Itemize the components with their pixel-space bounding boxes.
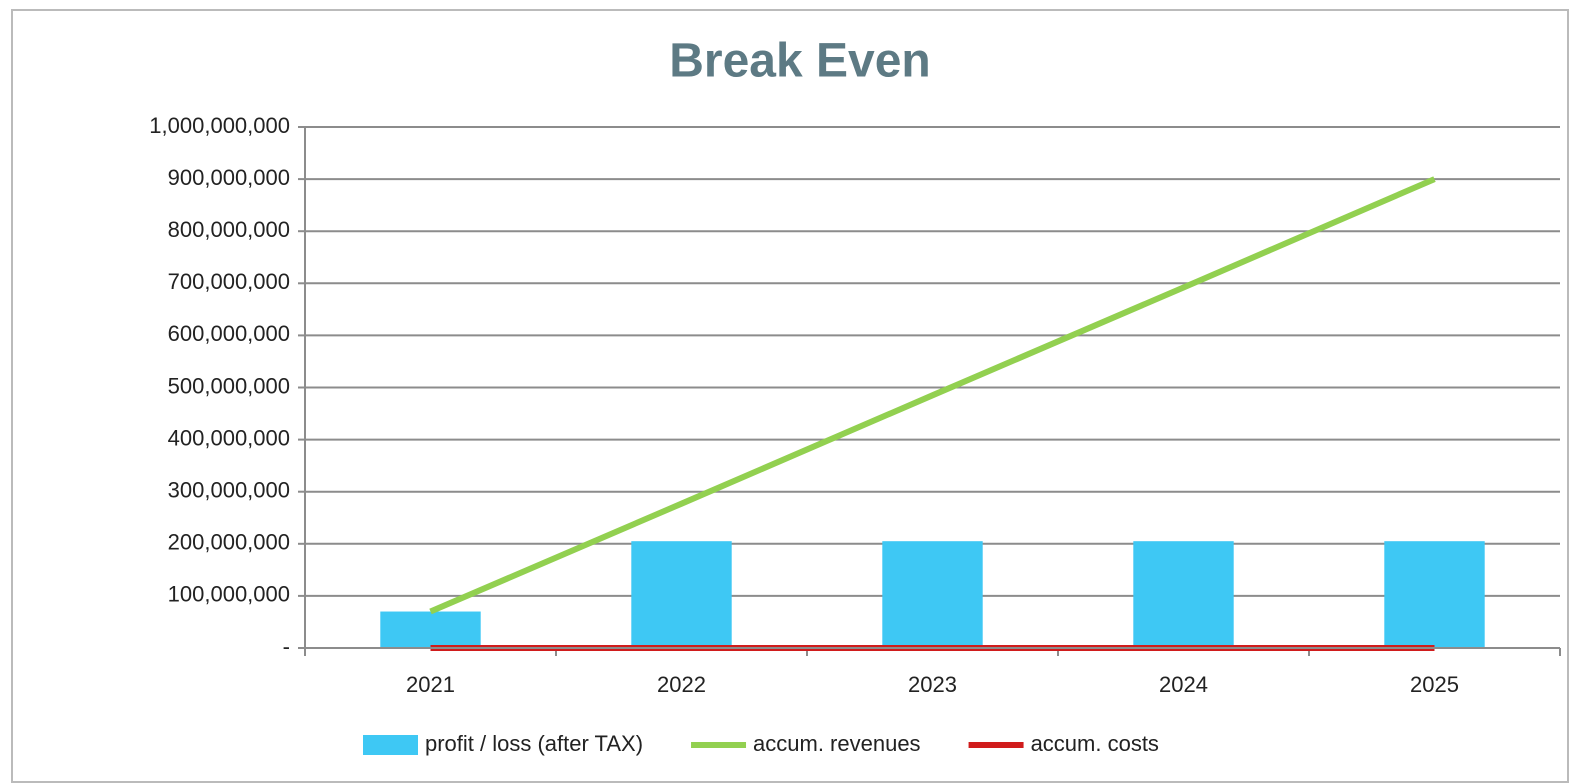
y-tick-label: 1,000,000,000 [149, 113, 290, 138]
legend-label: profit / loss (after TAX) [425, 731, 643, 756]
y-tick-label: 400,000,000 [168, 425, 290, 450]
y-tick-label: 700,000,000 [168, 269, 290, 294]
legend-swatch [363, 735, 418, 755]
y-tick-label: 900,000,000 [168, 165, 290, 190]
y-tick-label: 800,000,000 [168, 217, 290, 242]
y-tick-label: 500,000,000 [168, 373, 290, 398]
bar [631, 541, 732, 648]
bar [380, 611, 481, 648]
y-tick-label: 100,000,000 [168, 582, 290, 607]
chart-title: Break Even [669, 35, 931, 88]
y-tick-label: 200,000,000 [168, 530, 290, 555]
bar [1133, 541, 1234, 648]
x-tick-label: 2022 [657, 672, 706, 697]
y-tick-label: 600,000,000 [168, 321, 290, 346]
x-tick-label: 2025 [1410, 672, 1459, 697]
legend-label: accum. revenues [753, 731, 921, 756]
legend-label: accum. costs [1031, 731, 1159, 756]
x-tick-label: 2021 [406, 672, 455, 697]
x-tick-label: 2023 [908, 672, 957, 697]
bar [882, 541, 983, 648]
y-tick-label: 300,000,000 [168, 478, 290, 503]
y-tick-label: - [283, 634, 290, 659]
bar [1384, 541, 1485, 648]
line [429, 176, 1436, 615]
x-tick-label: 2024 [1159, 672, 1208, 697]
